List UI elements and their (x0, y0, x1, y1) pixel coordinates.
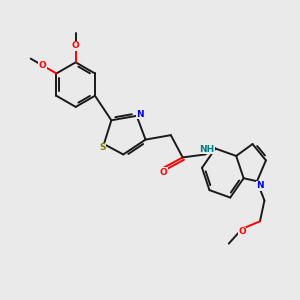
Text: NH: NH (199, 145, 214, 154)
Text: N: N (136, 110, 144, 119)
Text: N: N (256, 181, 264, 190)
Text: O: O (38, 61, 46, 70)
Text: O: O (238, 227, 246, 236)
Text: O: O (72, 41, 80, 50)
Text: S: S (99, 143, 106, 152)
Text: O: O (160, 168, 167, 177)
